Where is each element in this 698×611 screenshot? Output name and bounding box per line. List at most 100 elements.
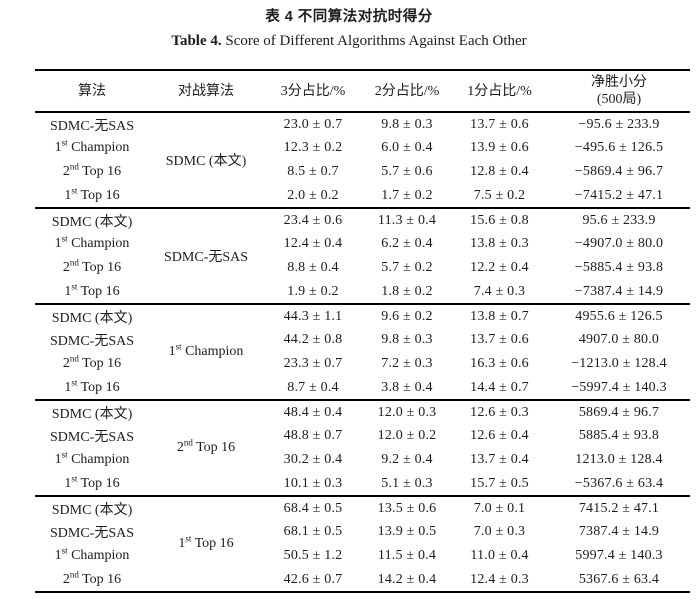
score3-cell: 68.1 ± 0.5 bbox=[283, 524, 343, 539]
algorithm-cell: SDMC (本文) bbox=[51, 502, 133, 518]
score3-cell: 8.8 ± 0.4 bbox=[287, 260, 339, 275]
net-score-cell: −5869.4 ± 96.7 bbox=[574, 164, 664, 179]
algorithm-cell: 1st Top 16 bbox=[64, 184, 120, 203]
table-title-en: Table 4. Score of Different Algorithms A… bbox=[0, 31, 698, 51]
table-title-en-text: Score of Different Algorithms Against Ea… bbox=[225, 33, 527, 49]
table-row: SDMC-无SAS 48.8 ± 0.7 12.0 ± 0.2 12.6 ± 0… bbox=[35, 424, 690, 448]
algorithm-cell: 2nd Top 16 bbox=[62, 161, 122, 179]
net-score-cell: 5869.4 ± 96.7 bbox=[578, 404, 660, 420]
score3-cell: 44.2 ± 0.8 bbox=[283, 332, 343, 347]
algorithm-cell: 2nd Top 16 bbox=[62, 257, 122, 275]
table-block: SDMC (本文) 1st Champion 44.3 ± 1.1 9.6 ± … bbox=[35, 304, 690, 400]
score2-cell: 5.1 ± 0.3 bbox=[381, 475, 433, 491]
score3-cell: 44.3 ± 1.1 bbox=[283, 308, 343, 324]
score2-cell: 9.6 ± 0.2 bbox=[381, 308, 433, 324]
net-score-cell: −95.6 ± 233.9 bbox=[578, 116, 660, 132]
net-score-cell: −7415.2 ± 47.1 bbox=[574, 187, 664, 203]
table-block: SDMC-无SAS SDMC (本文) 23.0 ± 0.7 9.8 ± 0.3… bbox=[35, 112, 690, 208]
net-score-cell: −5997.4 ± 140.3 bbox=[571, 379, 667, 395]
net-score-cell: −1213.0 ± 128.4 bbox=[571, 356, 667, 371]
score2-cell: 9.8 ± 0.3 bbox=[381, 116, 433, 132]
table-title-zh: 表 4 不同算法对抗时得分 bbox=[265, 9, 433, 25]
table-row: SDMC-无SAS 44.2 ± 0.8 9.8 ± 0.3 13.7 ± 0.… bbox=[35, 328, 690, 352]
score3-cell: 50.5 ± 1.2 bbox=[283, 548, 343, 563]
table-row: SDMC-无SAS 68.1 ± 0.5 13.9 ± 0.5 7.0 ± 0.… bbox=[35, 520, 690, 544]
score1-cell: 7.0 ± 0.3 bbox=[473, 524, 526, 539]
net-score-cell: 5885.4 ± 93.8 bbox=[578, 428, 660, 443]
score3-cell: 10.1 ± 0.3 bbox=[283, 475, 343, 491]
algorithm-cell: 1st Champion bbox=[54, 545, 130, 563]
net-score-cell: 7387.4 ± 14.9 bbox=[578, 524, 660, 539]
score1-cell: 16.3 ± 0.6 bbox=[470, 356, 529, 371]
score2-cell: 13.9 ± 0.5 bbox=[377, 524, 437, 539]
score3-cell: 8.5 ± 0.7 bbox=[287, 164, 339, 179]
score1-cell: 14.4 ± 0.7 bbox=[470, 379, 529, 395]
score3-cell: 12.4 ± 0.4 bbox=[283, 236, 343, 251]
algorithm-cell: 2nd Top 16 bbox=[62, 353, 122, 371]
score1-cell: 15.7 ± 0.5 bbox=[470, 475, 529, 491]
opponent-cell: 2nd Top 16 bbox=[176, 437, 236, 455]
score2-cell: 5.7 ± 0.2 bbox=[381, 260, 433, 275]
header-score2: 2分占比/% bbox=[374, 83, 440, 99]
header-score3: 3分占比/% bbox=[280, 83, 346, 99]
header-net-line2: (500局) bbox=[596, 92, 642, 107]
opponent-cell: SDMC-无SAS bbox=[163, 250, 249, 265]
table-row: SDMC (本文) 2nd Top 16 48.4 ± 0.4 12.0 ± 0… bbox=[35, 400, 690, 456]
score2-cell: 1.7 ± 0.2 bbox=[381, 187, 433, 203]
algorithm-cell: SDMC-无SAS bbox=[49, 118, 135, 134]
opponent-cell: 1st Champion bbox=[168, 341, 244, 359]
score2-cell: 13.5 ± 0.6 bbox=[377, 500, 437, 516]
score2-cell: 3.8 ± 0.4 bbox=[381, 379, 433, 395]
algorithm-cell: 1st Top 16 bbox=[64, 280, 120, 299]
net-score-cell: −5885.4 ± 93.8 bbox=[574, 260, 664, 275]
table-row: 2nd Top 16 42.6 ± 0.7 14.2 ± 0.4 12.4 ± … bbox=[35, 568, 690, 592]
score3-cell: 23.4 ± 0.6 bbox=[283, 212, 343, 228]
table-row: 1st Champion 12.4 ± 0.4 6.2 ± 0.4 13.8 ±… bbox=[35, 232, 690, 256]
score1-cell: 13.8 ± 0.7 bbox=[470, 308, 529, 324]
net-score-cell: −495.6 ± 126.5 bbox=[574, 140, 664, 155]
net-score-cell: 4907.0 ± 80.0 bbox=[578, 332, 660, 347]
score1-cell: 12.6 ± 0.3 bbox=[470, 404, 529, 420]
table-row: 1st Top 16 1.9 ± 0.2 1.8 ± 0.2 7.4 ± 0.3… bbox=[35, 280, 690, 304]
score2-cell: 11.3 ± 0.4 bbox=[377, 212, 437, 228]
net-score-cell: 7415.2 ± 47.1 bbox=[578, 500, 660, 516]
net-score-cell: 95.6 ± 233.9 bbox=[582, 212, 656, 228]
score2-cell: 6.0 ± 0.4 bbox=[381, 140, 433, 155]
score2-cell: 12.0 ± 0.2 bbox=[377, 428, 437, 443]
score3-cell: 68.4 ± 0.5 bbox=[283, 500, 343, 516]
score1-cell: 13.9 ± 0.6 bbox=[470, 140, 529, 155]
net-score-cell: 1213.0 ± 128.4 bbox=[575, 452, 663, 467]
score1-cell: 12.6 ± 0.4 bbox=[470, 428, 529, 443]
score2-cell: 9.8 ± 0.3 bbox=[381, 332, 433, 347]
score2-cell: 9.2 ± 0.4 bbox=[381, 452, 433, 467]
algorithm-cell: 1st Champion bbox=[54, 449, 130, 467]
table-block: SDMC (本文) 2nd Top 16 48.4 ± 0.4 12.0 ± 0… bbox=[35, 400, 690, 496]
table-row: 1st Champion 12.3 ± 0.2 6.0 ± 0.4 13.9 ±… bbox=[35, 136, 690, 160]
score1-cell: 15.6 ± 0.8 bbox=[470, 212, 529, 228]
score1-cell: 11.0 ± 0.4 bbox=[470, 548, 529, 563]
table-row: SDMC (本文) 1st Top 16 68.4 ± 0.5 13.5 ± 0… bbox=[35, 496, 690, 552]
score1-cell: 7.5 ± 0.2 bbox=[473, 187, 526, 203]
table-block: SDMC (本文) SDMC-无SAS 23.4 ± 0.6 11.3 ± 0.… bbox=[35, 208, 690, 304]
algorithm-cell: 1st Top 16 bbox=[64, 376, 120, 395]
score3-cell: 48.8 ± 0.7 bbox=[283, 428, 343, 443]
net-score-cell: 4955.6 ± 126.5 bbox=[575, 308, 663, 324]
table-row: SDMC (本文) 1st Champion 44.3 ± 1.1 9.6 ± … bbox=[35, 304, 690, 360]
table-row: 1st Top 16 10.1 ± 0.3 5.1 ± 0.3 15.7 ± 0… bbox=[35, 472, 690, 496]
table-block: SDMC (本文) 1st Top 16 68.4 ± 0.5 13.5 ± 0… bbox=[35, 496, 690, 592]
algorithm-cell: 2nd Top 16 bbox=[62, 568, 122, 587]
score1-cell: 13.7 ± 0.4 bbox=[470, 452, 529, 467]
table-row: SDMC-无SAS SDMC (本文) 23.0 ± 0.7 9.8 ± 0.3… bbox=[35, 112, 690, 170]
table-row: SDMC (本文) SDMC-无SAS 23.4 ± 0.6 11.3 ± 0.… bbox=[35, 208, 690, 266]
score2-cell: 14.2 ± 0.4 bbox=[377, 571, 437, 587]
algorithm-cell: SDMC-无SAS bbox=[49, 430, 135, 445]
table-row: 1st Champion 50.5 ± 1.2 11.5 ± 0.4 11.0 … bbox=[35, 544, 690, 568]
score1-cell: 13.8 ± 0.3 bbox=[470, 236, 529, 251]
algorithm-cell: SDMC (本文) bbox=[51, 214, 133, 230]
score1-cell: 12.4 ± 0.3 bbox=[470, 571, 529, 587]
algorithm-cell: SDMC (本文) bbox=[51, 310, 133, 326]
score2-cell: 11.5 ± 0.4 bbox=[377, 548, 437, 563]
algorithm-cell: SDMC-无SAS bbox=[49, 334, 135, 349]
score3-cell: 23.0 ± 0.7 bbox=[283, 116, 343, 132]
